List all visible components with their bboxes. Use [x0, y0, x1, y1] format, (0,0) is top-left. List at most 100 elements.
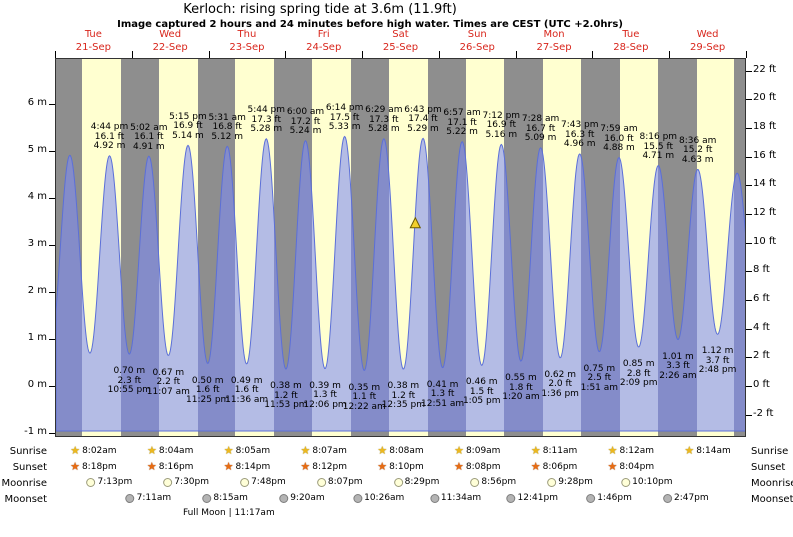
annotation-line: 5.28 m	[367, 124, 400, 135]
y-axis-right-tick	[746, 386, 752, 387]
y-axis-right-label: 20 ft	[753, 92, 777, 104]
astro-row-sunrise: Sunrise Sunrise ★ 8:02am ★ 8:04am ★ 8:05am ★ 8:07…	[0, 444, 793, 460]
sunrise-star-icon: ★	[146, 444, 157, 457]
y-axis-right-tick	[746, 128, 752, 130]
day-date-label: 22-Sep	[152, 42, 188, 53]
annotation-line: 0.50 m	[191, 375, 224, 386]
chart-subtitle: Image captured 2 hours and 24 minutes be…	[117, 19, 623, 30]
y-axis-right-label: 10 ft	[753, 235, 777, 247]
moonrise-entry: 8:29pm	[393, 477, 439, 487]
low-tide-annotation: 0.35 m 1.1 ft 12:22 am	[343, 382, 386, 413]
moonrise-time: 8:07pm	[327, 477, 363, 487]
annotation-line: 1.5 ft	[469, 386, 494, 397]
annotation-line: 6:00 am	[286, 107, 325, 118]
sunrise-star-icon: ★	[530, 444, 541, 457]
annotation-line: 4.88 m	[603, 143, 635, 154]
annotation-line: 0.41 m	[426, 379, 459, 390]
high-tide-annotation: 7:12 pm 16.9 ft 5.16 m	[483, 111, 521, 141]
moonrise-entry: 7:13pm	[86, 477, 132, 487]
day-name-label: Wed	[696, 29, 719, 40]
annotation-line: 17.1 ft	[447, 117, 477, 128]
sunset-time: 8:10pm	[389, 461, 424, 472]
moonrise-entry: 8:56pm	[470, 477, 516, 487]
y-axis-right-tick	[746, 328, 752, 330]
high-tide-annotation: 7:59 am 16.0 ft 4.88 m	[600, 125, 637, 154]
annotation-line: 17.2 ft	[290, 116, 321, 127]
day-name-label: Fri	[317, 29, 330, 40]
y-axis-right-label: 6 ft	[753, 293, 770, 305]
sunrise-entry: ★ 8:04am	[147, 445, 193, 456]
sunset-time: 8:08pm	[465, 461, 501, 472]
moonset-circle-icon	[279, 493, 289, 503]
tide-plot-area: 4:44 pm 16.1 ft 4.92 m 5:02 am 16.1 ft 4.91 m…	[55, 58, 746, 437]
sunset-entry: ★ 8:04pm	[608, 461, 655, 472]
sunrise-entry: ★ 8:05am	[224, 445, 270, 456]
annotation-line: 4.71 m	[642, 151, 675, 162]
moonset-circle-icon	[202, 493, 212, 503]
y-axis-left-label: -1 m	[24, 426, 47, 437]
moonset-time: 11:34am	[440, 493, 482, 503]
astro-row-label-left: Sunrise	[9, 446, 47, 457]
annotation-line: 17.4 ft	[408, 114, 438, 125]
sunset-time: 8:06pm	[542, 461, 578, 472]
day-date-label: 28-Sep	[613, 42, 649, 53]
high-tide-annotation: 6:29 am 17.3 ft 5.28 m	[365, 106, 402, 135]
annotation-line: 4.96 m	[563, 139, 596, 150]
y-axis-right-tick	[746, 271, 752, 273]
y-axis-left-label: 3 m	[27, 238, 47, 249]
day-boundary-tick	[515, 51, 517, 58]
annotation-line: 5:15 pm	[169, 111, 207, 122]
sunrise-star-icon: ★	[607, 444, 618, 457]
annotation-line: 3.3 ft	[666, 361, 690, 372]
moonset-circle-icon	[429, 493, 439, 503]
annotation-line: 1:36 pm	[541, 388, 579, 399]
day-date-label: 23-Sep	[229, 42, 265, 53]
sunset-time: 8:04pm	[619, 461, 655, 472]
current-tide-marker-icon	[409, 216, 422, 229]
annotation-line: 2.8 ft	[626, 368, 651, 379]
annotation-line: 1:51 am	[580, 382, 619, 393]
moonrise-time: 10:10pm	[632, 477, 673, 487]
moonrise-time: 9:28pm	[558, 477, 593, 487]
day-boundary-tick	[746, 51, 747, 58]
sunset-star-icon: ★	[146, 460, 157, 473]
annotation-line: 0.35 m	[348, 382, 381, 393]
low-tide-annotation: 0.85 m 2.8 ft 2:09 pm	[620, 360, 658, 389]
low-tide-annotation: 0.46 m 1.5 ft 1:05 pm	[463, 378, 501, 407]
annotation-line: 0.39 m	[309, 380, 341, 391]
y-axis-left-tick	[49, 433, 55, 434]
astro-row-label-right: Sunset	[751, 462, 786, 473]
sunset-star-icon: ★	[377, 460, 388, 473]
moonset-time: 1:46pm	[597, 493, 632, 503]
low-tide-annotation: 0.50 m 1.6 ft 11:25 pm	[186, 375, 229, 406]
annotation-line: 16.7 ft	[525, 123, 556, 134]
y-axis-right-tick	[746, 414, 752, 416]
astro-row-label-right: Moonset	[751, 494, 793, 505]
moonrise-entry: 8:07pm	[316, 477, 363, 487]
annotation-line: 4:44 pm	[90, 122, 129, 133]
annotation-line: 5.24 m	[289, 126, 322, 137]
moonset-entry: 12:41pm	[506, 493, 558, 503]
sunrise-time: 8:14am	[696, 445, 731, 456]
annotation-line: 16.9 ft	[486, 120, 517, 131]
sunset-time: 8:16pm	[158, 461, 194, 472]
annotation-line: 17.5 ft	[329, 112, 360, 123]
y-axis-left-label: 6 m	[27, 97, 47, 108]
moonset-time: 9:20am	[290, 493, 325, 503]
y-axis-right-label: 4 ft	[753, 321, 770, 333]
annotation-line: 1.1 ft	[352, 392, 377, 403]
sunset-star-icon: ★	[607, 460, 618, 473]
annotation-line: 16.1 ft	[134, 132, 164, 143]
annotation-line: 1.3 ft	[313, 390, 337, 401]
annotation-line: 12:51 am	[421, 398, 465, 409]
astro-row-label-left: Moonset	[4, 494, 48, 505]
annotation-line: 6:29 am	[365, 105, 403, 116]
annotation-line: 5:02 am	[130, 122, 168, 133]
sunrise-time: 8:08am	[389, 445, 424, 456]
low-tide-annotation: 0.62 m 2.0 ft 1:36 pm	[541, 370, 579, 400]
sunset-entry: ★ 8:14pm	[224, 461, 271, 472]
moonrise-time: 7:48pm	[251, 477, 286, 487]
annotation-line: 11:53 pm	[264, 400, 308, 411]
high-tide-annotation: 5:44 pm 17.3 ft 5.28 m	[247, 106, 285, 135]
annotation-line: 2.3 ft	[117, 375, 142, 386]
